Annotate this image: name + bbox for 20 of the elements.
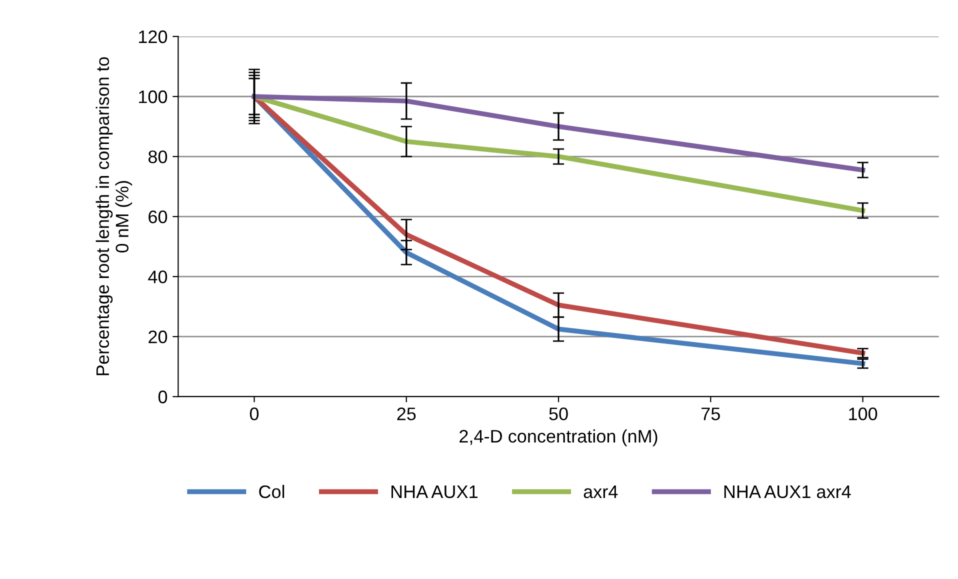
y-tick-label: 20 bbox=[148, 330, 168, 344]
y-axis-title: Percentage root length in comparison to 0 nM (%) bbox=[96, 57, 132, 376]
x-tick-label: 50 bbox=[549, 408, 568, 420]
x-tick-label: 75 bbox=[702, 408, 720, 420]
y-tick-label: 80 bbox=[148, 150, 168, 164]
legend-label: axr4 bbox=[584, 486, 618, 498]
x-tick-label: 0 bbox=[250, 408, 259, 420]
line-series bbox=[252, 94, 866, 213]
y-tick-label: 40 bbox=[148, 270, 168, 284]
x-tick-label: 25 bbox=[397, 408, 416, 420]
legend-label: Col bbox=[259, 484, 284, 498]
legend-label: NHA AUX1 bbox=[392, 486, 478, 498]
y-tick-label: 60 bbox=[148, 210, 168, 224]
line-series bbox=[252, 94, 866, 172]
x-axis-title: 2,4-D concentration (nM) bbox=[460, 429, 658, 446]
y-tick-label: 100 bbox=[139, 90, 168, 104]
x-tick-label: 100 bbox=[849, 408, 878, 420]
legend-label: NHA AUX1 axr4 bbox=[724, 486, 851, 498]
y-tick-label: 0 bbox=[158, 390, 168, 404]
y-tick-label: 120 bbox=[139, 30, 168, 44]
